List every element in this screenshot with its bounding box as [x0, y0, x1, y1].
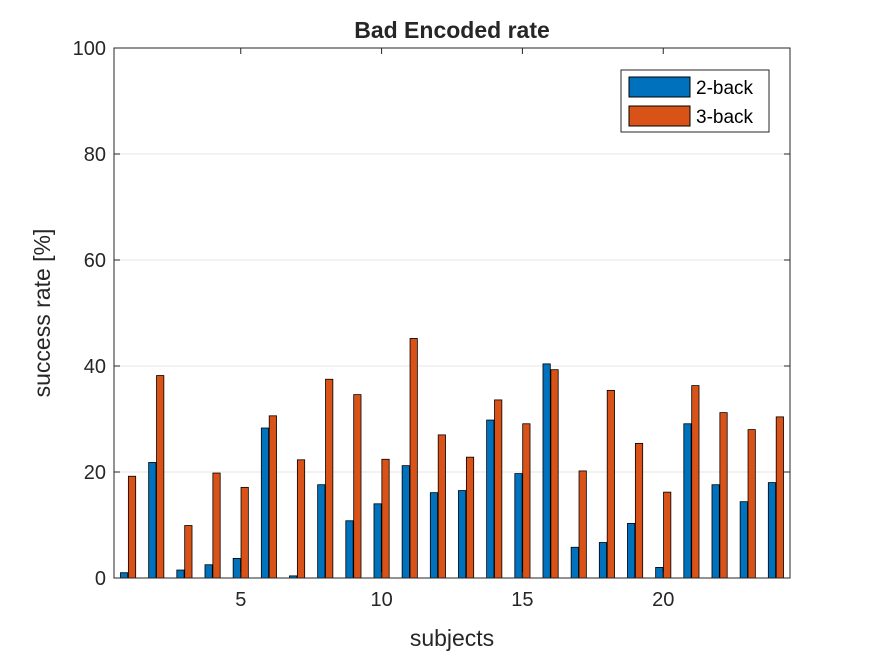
bar-2-back-subject-15	[514, 473, 523, 579]
legend-label-2-back: 2-back	[696, 78, 754, 99]
bar-2-back-subject-6	[260, 427, 270, 579]
ticks: 0 20 40 60 80 100 5 10 15 20	[73, 38, 790, 611]
bar-2-back-subject-13	[458, 490, 467, 579]
x-tick-label: 5	[235, 589, 246, 611]
x-tick-label: 10	[370, 589, 392, 611]
legend-swatch-3-back	[628, 105, 691, 127]
legend-swatch-2-back	[628, 76, 691, 98]
bar-2-back-subject-12	[429, 492, 439, 579]
y-tick-label: 0	[95, 568, 106, 590]
bar-2-back-subject-19	[627, 523, 636, 579]
bar-2-back-subject-5	[232, 557, 241, 579]
bar-2-back-subject-21	[683, 423, 692, 579]
bar-2-back-subject-1	[120, 572, 129, 579]
bar-3-back-subject-21	[691, 385, 700, 579]
x-tick-label: 20	[652, 589, 674, 611]
bar-3-back-subject-5	[240, 486, 249, 579]
bar-3-back-subject-19	[634, 442, 644, 579]
bar-3-back-subject-22	[719, 412, 728, 579]
grid-lines	[114, 153, 790, 473]
bar-2-back-subject-3	[176, 569, 185, 579]
bar-2-back-subject-4	[204, 564, 213, 579]
bar-2-back-subject-23	[739, 501, 748, 579]
y-tick-label: 20	[84, 462, 106, 484]
bar-3-back-subject-7	[296, 459, 306, 579]
x-axis-label: subjects	[410, 625, 494, 651]
bar-2-back-subject-17	[570, 546, 579, 579]
bar-3-back-subject-2	[156, 375, 165, 579]
bar-3-back-subject-11	[409, 338, 418, 579]
bar-2-back-subject-8	[317, 484, 326, 579]
y-tick-label: 80	[84, 144, 106, 166]
bar-3-back-subject-1	[127, 475, 137, 579]
bar-3-back-subject-24	[775, 416, 784, 579]
bar-3-back-subject-20	[663, 491, 672, 579]
bar-2-back-subject-16	[542, 363, 551, 579]
legend-label-3-back: 3-back	[696, 107, 754, 128]
bar-2-back-subject-10	[373, 503, 382, 579]
bar-3-back-subject-9	[353, 394, 362, 579]
bar-3-back-subject-14	[494, 399, 503, 579]
bar-3-back-subject-8	[325, 378, 334, 579]
bar-2-back-subject-9	[345, 520, 354, 579]
bar-3-back-subject-18	[606, 389, 615, 579]
bar-3-back-subject-3	[184, 525, 193, 579]
bar-3-back-subject-13	[465, 456, 475, 579]
bar-3-back-subject-12	[437, 434, 446, 579]
chart-title: Bad Encoded rate	[354, 17, 550, 43]
bar-3-back-subject-23	[747, 429, 756, 579]
y-axis-label: success rate [%]	[29, 229, 55, 398]
bar-2-back-subject-11	[401, 465, 410, 579]
bar-2-back-subject-22	[711, 484, 720, 579]
axes-box	[113, 47, 791, 579]
x-tick-label: 15	[511, 589, 533, 611]
legend: 2-back 3-back	[620, 69, 770, 133]
bar-2-back-subject-2	[148, 462, 157, 579]
y-tick-label: 40	[84, 356, 106, 378]
bar-3-back-subject-10	[381, 458, 390, 579]
bar-3-back-subject-6	[268, 415, 277, 579]
bar-2-back-subject-24	[767, 482, 777, 579]
bar-2-back-subject-20	[655, 567, 664, 579]
bar-3-back-subject-17	[578, 470, 587, 579]
y-tick-label: 60	[84, 250, 106, 272]
y-tick-label: 100	[73, 38, 106, 60]
bar-2-back-subject-14	[486, 419, 495, 579]
bar-2-back-subject-18	[598, 542, 608, 579]
plot-area	[114, 48, 790, 578]
bar-3-back-subject-16	[550, 369, 559, 579]
bars	[120, 338, 784, 579]
bar-3-back-subject-15	[522, 423, 531, 579]
bar-3-back-subject-4	[212, 472, 221, 579]
